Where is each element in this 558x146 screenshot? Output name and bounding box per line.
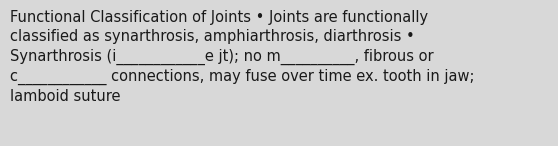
Text: Functional Classification of Joints • Joints are functionally
classified as syna: Functional Classification of Joints • Jo… [10,10,474,104]
